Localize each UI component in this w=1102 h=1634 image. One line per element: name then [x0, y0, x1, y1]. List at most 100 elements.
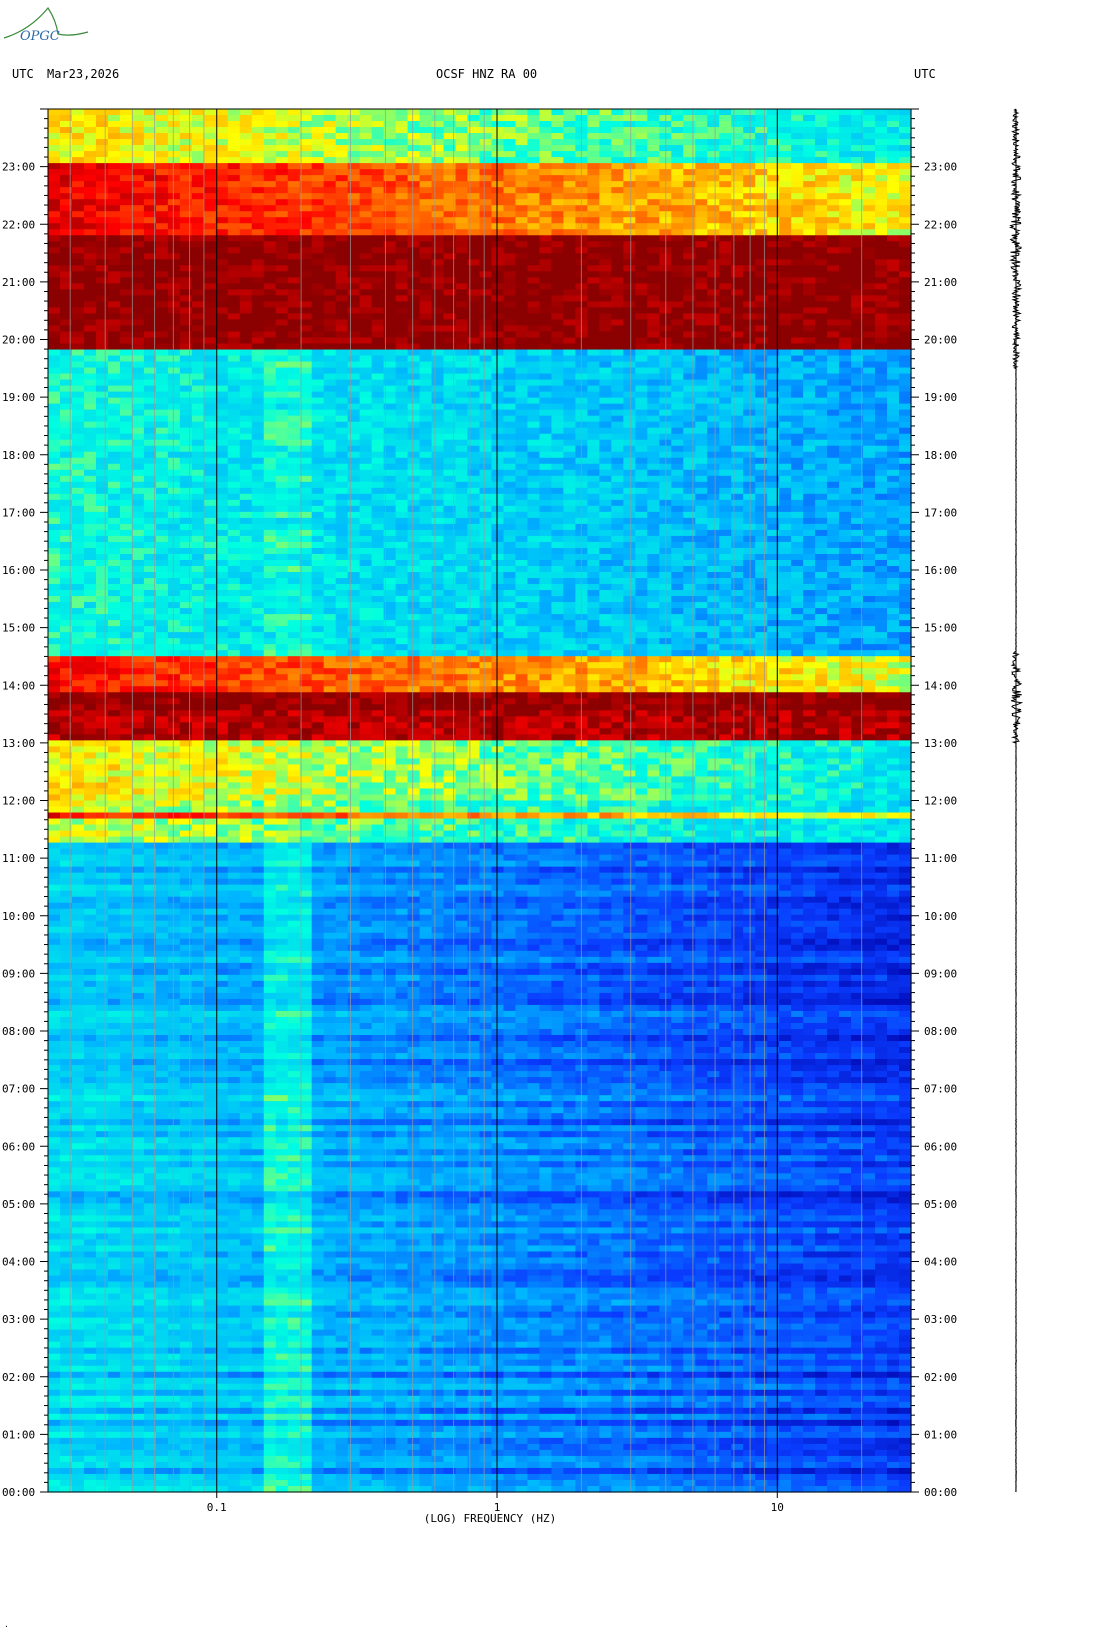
spectrogram-cell — [444, 452, 457, 459]
spectrogram-cell — [288, 211, 301, 218]
spectrogram-cell — [228, 338, 241, 345]
spectrogram-cell — [611, 283, 624, 290]
spectrogram-cell — [96, 374, 109, 381]
spectrogram-cell — [204, 133, 217, 140]
spectrogram-cell — [899, 283, 912, 290]
spectrogram-cell — [563, 488, 576, 495]
spectrogram-cell — [204, 307, 217, 314]
spectrogram-cell — [707, 283, 720, 290]
spectrogram-cell — [180, 362, 193, 369]
spectrogram-cell — [444, 205, 457, 212]
spectrogram-cell — [324, 380, 337, 387]
spectrogram-cell — [899, 319, 912, 326]
spectrogram-cell — [755, 223, 768, 230]
spectrogram-cell — [396, 446, 409, 453]
spectrogram-cell — [719, 115, 732, 122]
spectrogram-cell — [96, 193, 109, 200]
spectrogram-cell — [204, 488, 217, 495]
spectrogram-cell — [791, 211, 804, 218]
spectrogram-cell — [527, 127, 540, 134]
spectrogram-cell — [599, 434, 612, 441]
spectrogram-cell — [491, 235, 504, 242]
spectrogram-cell — [767, 193, 780, 200]
spectrogram-cell — [611, 247, 624, 254]
spectrogram-cell — [707, 356, 720, 363]
spectrogram-cell — [875, 362, 888, 369]
spectrogram-cell — [240, 115, 253, 122]
spectrogram-cell — [527, 344, 540, 351]
spectrogram-cell — [899, 428, 912, 435]
spectrogram-cell — [324, 175, 337, 182]
spectrogram-cell — [695, 464, 708, 471]
spectrogram-cell — [348, 181, 361, 188]
spectrogram-cell — [276, 350, 289, 357]
spectrogram-cell — [743, 398, 756, 405]
spectrogram-cell — [168, 187, 181, 194]
spectrogram-cell — [432, 404, 445, 411]
spectrogram-cell — [767, 494, 780, 501]
spectrogram-cell — [72, 356, 85, 363]
spectrogram-cell — [767, 325, 780, 332]
spectrogram-cell — [539, 331, 552, 338]
spectrogram-cell — [96, 115, 109, 122]
spectrogram-cell — [312, 482, 325, 489]
spectrogram-cell — [611, 235, 624, 242]
spectrogram-cell — [72, 115, 85, 122]
spectrogram-cell — [480, 133, 493, 140]
spectrogram-cell — [48, 205, 61, 212]
spectrogram-cell — [743, 247, 756, 254]
spectrogram-cell — [240, 139, 253, 146]
spectrogram-cell — [707, 133, 720, 140]
spectrogram-cell — [408, 223, 421, 230]
spectrogram-cell — [899, 374, 912, 381]
spectrogram-cell — [420, 506, 433, 513]
spectrogram-cell — [72, 313, 85, 320]
spectrogram-cell — [563, 446, 576, 453]
spectrogram-cell — [827, 301, 840, 308]
spectrogram-cell — [743, 518, 756, 525]
spectrogram-cell — [444, 235, 457, 242]
spectrogram-cell — [791, 133, 804, 140]
spectrogram-cell — [803, 458, 816, 465]
spectrogram-cell — [348, 223, 361, 230]
spectrogram-cell — [192, 440, 205, 447]
spectrogram-cell — [192, 277, 205, 284]
spectrogram-cell — [84, 193, 97, 200]
spectrogram-cell — [48, 428, 61, 435]
spectrogram-cell — [755, 271, 768, 278]
spectrogram-cell — [120, 368, 133, 375]
spectrogram-cell — [791, 265, 804, 272]
spectrogram-cell — [563, 482, 576, 489]
spectrogram-cell — [779, 470, 792, 477]
spectrogram-cell — [647, 175, 660, 182]
spectrogram-cell — [120, 470, 133, 477]
spectrogram-cell — [899, 205, 912, 212]
spectrogram-cell — [503, 259, 516, 266]
spectrogram-cell — [336, 476, 349, 483]
spectrogram-cell — [731, 265, 744, 272]
spectrogram-cell — [539, 145, 552, 152]
spectrogram-cell — [456, 211, 469, 218]
spectrogram-cell — [360, 374, 373, 381]
spectrogram-cell — [372, 133, 385, 140]
spectrogram-cell — [791, 434, 804, 441]
spectrogram-cell — [863, 181, 876, 188]
spectrogram-cell — [288, 277, 301, 284]
spectrogram-cell — [216, 458, 229, 465]
spectrogram-cell — [791, 500, 804, 507]
spectrogram-cell — [551, 115, 564, 122]
spectrogram-cell — [372, 374, 385, 381]
spectrogram-cell — [767, 512, 780, 519]
spectrogram-cell — [815, 301, 828, 308]
spectrogram-cell — [887, 344, 900, 351]
spectrogram-cell — [695, 307, 708, 314]
spectrogram-cell — [336, 247, 349, 254]
spectrogram-cell — [168, 307, 181, 314]
spectrogram-cell — [875, 380, 888, 387]
spectrogram-cell — [348, 187, 361, 194]
spectrogram-cell — [96, 229, 109, 236]
spectrogram-cell — [360, 392, 373, 399]
spectrogram-cell — [695, 338, 708, 345]
spectrogram-cell — [719, 307, 732, 314]
spectrogram-cell — [743, 344, 756, 351]
